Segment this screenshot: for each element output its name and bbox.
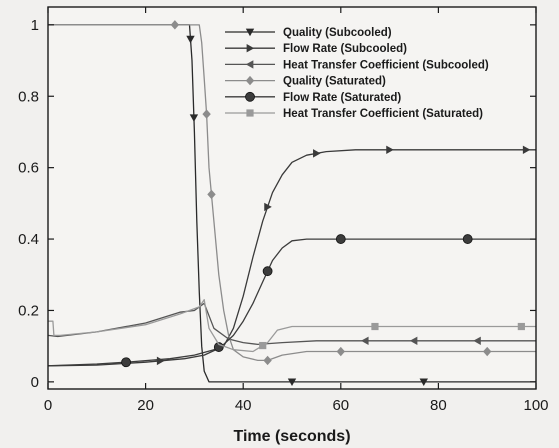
legend-label-heat-transfer-coefficient-saturated: Heat Transfer Coefficient (Saturated) bbox=[283, 108, 483, 120]
axes-layer: 0 20 40 60 80 100 0 0.2 0.4 0.6 0.8 1 bbox=[18, 6, 549, 414]
legend-label-flow-rate-saturated: Flow Rate (Saturated) bbox=[283, 92, 401, 104]
marker-flow-rate-subcooled-2 bbox=[264, 202, 272, 212]
marker-quality-subcooled-2 bbox=[189, 114, 199, 122]
marker-flow-rate-subcooled-1 bbox=[156, 356, 165, 366]
line-quality-subcooled bbox=[48, 24, 536, 383]
legend-label-flow-rate-subcooled: Flow Rate (Subcooled) bbox=[283, 43, 407, 55]
series-layer bbox=[47, 20, 536, 387]
marker-quality-subcooled-3 bbox=[287, 378, 297, 387]
series-heat-transfer-coefficient-saturated bbox=[48, 299, 536, 353]
line-flow-rate-subcooled bbox=[47, 149, 536, 367]
y-tick-label-5: 0.8 bbox=[18, 88, 39, 105]
x-tick-label-1: 0 bbox=[44, 397, 52, 414]
series-quality-subcooled bbox=[48, 24, 536, 387]
marker-heat-transfer-coefficient-saturated-3 bbox=[517, 322, 525, 331]
marker-flow-rate-subcooled-4 bbox=[386, 145, 394, 155]
legend-marker-quality-subcooled bbox=[245, 28, 255, 37]
marker-flow-rate-subcooled-5 bbox=[522, 145, 531, 155]
legend-label-heat-transfer-coefficient-subcooled: Heat Transfer Coefficient (Subcooled) bbox=[283, 59, 489, 71]
legend-entry-flow-rate-subcooled: Flow Rate (Subcooled) bbox=[225, 43, 407, 55]
marker-heat-transfer-coefficient-subcooled-2 bbox=[409, 336, 418, 346]
series-flow-rate-subcooled bbox=[47, 145, 536, 367]
marker-quality-subcooled-1 bbox=[186, 35, 195, 44]
marker-heat-transfer-coefficient-subcooled-3 bbox=[473, 336, 481, 346]
legend-marker-heat-transfer-coefficient-saturated bbox=[246, 109, 254, 117]
marker-flow-rate-saturated-5 bbox=[462, 234, 473, 244]
x-tick-label-2: 20 bbox=[137, 397, 154, 414]
marker-quality-saturated-5 bbox=[336, 346, 345, 357]
legend-entry-heat-transfer-coefficient-saturated: Heat Transfer Coefficient (Saturated) bbox=[225, 108, 483, 120]
legend-marker-flow-rate-saturated bbox=[245, 91, 255, 102]
x-axis-label: Time (seconds) bbox=[233, 428, 350, 445]
line-heat-transfer-coefficient-saturated bbox=[48, 299, 536, 353]
x-tick-label-6: 100 bbox=[523, 397, 548, 414]
legend-entry-quality-saturated: Quality (Saturated) bbox=[225, 76, 386, 88]
marker-heat-transfer-coefficient-saturated-1 bbox=[259, 341, 267, 350]
legend-entry-heat-transfer-coefficient-subcooled: Heat Transfer Coefficient (Subcooled) bbox=[225, 59, 489, 71]
marker-quality-saturated-6 bbox=[483, 346, 492, 357]
marker-flow-rate-saturated-1 bbox=[121, 357, 131, 368]
x-tick-label-5: 80 bbox=[430, 397, 447, 414]
legend-marker-flow-rate-subcooled bbox=[246, 44, 255, 53]
series-quality-saturated bbox=[48, 20, 536, 366]
y-tick-label-3: 0.4 bbox=[18, 231, 39, 248]
legend-entry-quality-subcooled: Quality (Subcooled) bbox=[225, 27, 392, 39]
marker-heat-transfer-coefficient-saturated-2 bbox=[371, 322, 379, 331]
marker-quality-subcooled-4 bbox=[419, 378, 428, 387]
y-tick-label-4: 0.6 bbox=[18, 160, 39, 177]
marker-quality-saturated-2 bbox=[202, 109, 211, 119]
plot-frame bbox=[47, 6, 537, 390]
line-quality-saturated bbox=[48, 24, 536, 362]
x-tick-label-3: 40 bbox=[235, 397, 252, 414]
marker-flow-rate-saturated-3 bbox=[262, 266, 273, 277]
legend-marker-quality-saturated bbox=[245, 75, 255, 86]
legend-label-quality-subcooled: Quality (Subcooled) bbox=[283, 27, 392, 39]
y-tick-label-6: 1 bbox=[31, 17, 39, 34]
legend-label-quality-saturated: Quality (Saturated) bbox=[283, 76, 386, 88]
legend: Quality (Subcooled) Flow Rate (Subcooled)… bbox=[225, 27, 489, 120]
y-tick-label-1: 0 bbox=[31, 374, 39, 391]
marker-quality-saturated-1 bbox=[170, 20, 180, 30]
marker-quality-saturated-4 bbox=[263, 355, 272, 366]
line-flow-rate-saturated bbox=[47, 238, 536, 367]
marker-flow-rate-subcooled-3 bbox=[313, 149, 321, 158]
y-tick-label-2: 0.2 bbox=[18, 302, 39, 319]
marker-flow-rate-saturated-4 bbox=[335, 234, 346, 244]
legend-entry-flow-rate-saturated: Flow Rate (Saturated) bbox=[225, 92, 401, 104]
x-tick-label-4: 60 bbox=[332, 397, 349, 414]
marker-quality-saturated-3 bbox=[207, 189, 216, 200]
marker-heat-transfer-coefficient-subcooled-1 bbox=[361, 336, 369, 346]
legend-marker-heat-transfer-coefficient-subcooled bbox=[245, 60, 254, 69]
